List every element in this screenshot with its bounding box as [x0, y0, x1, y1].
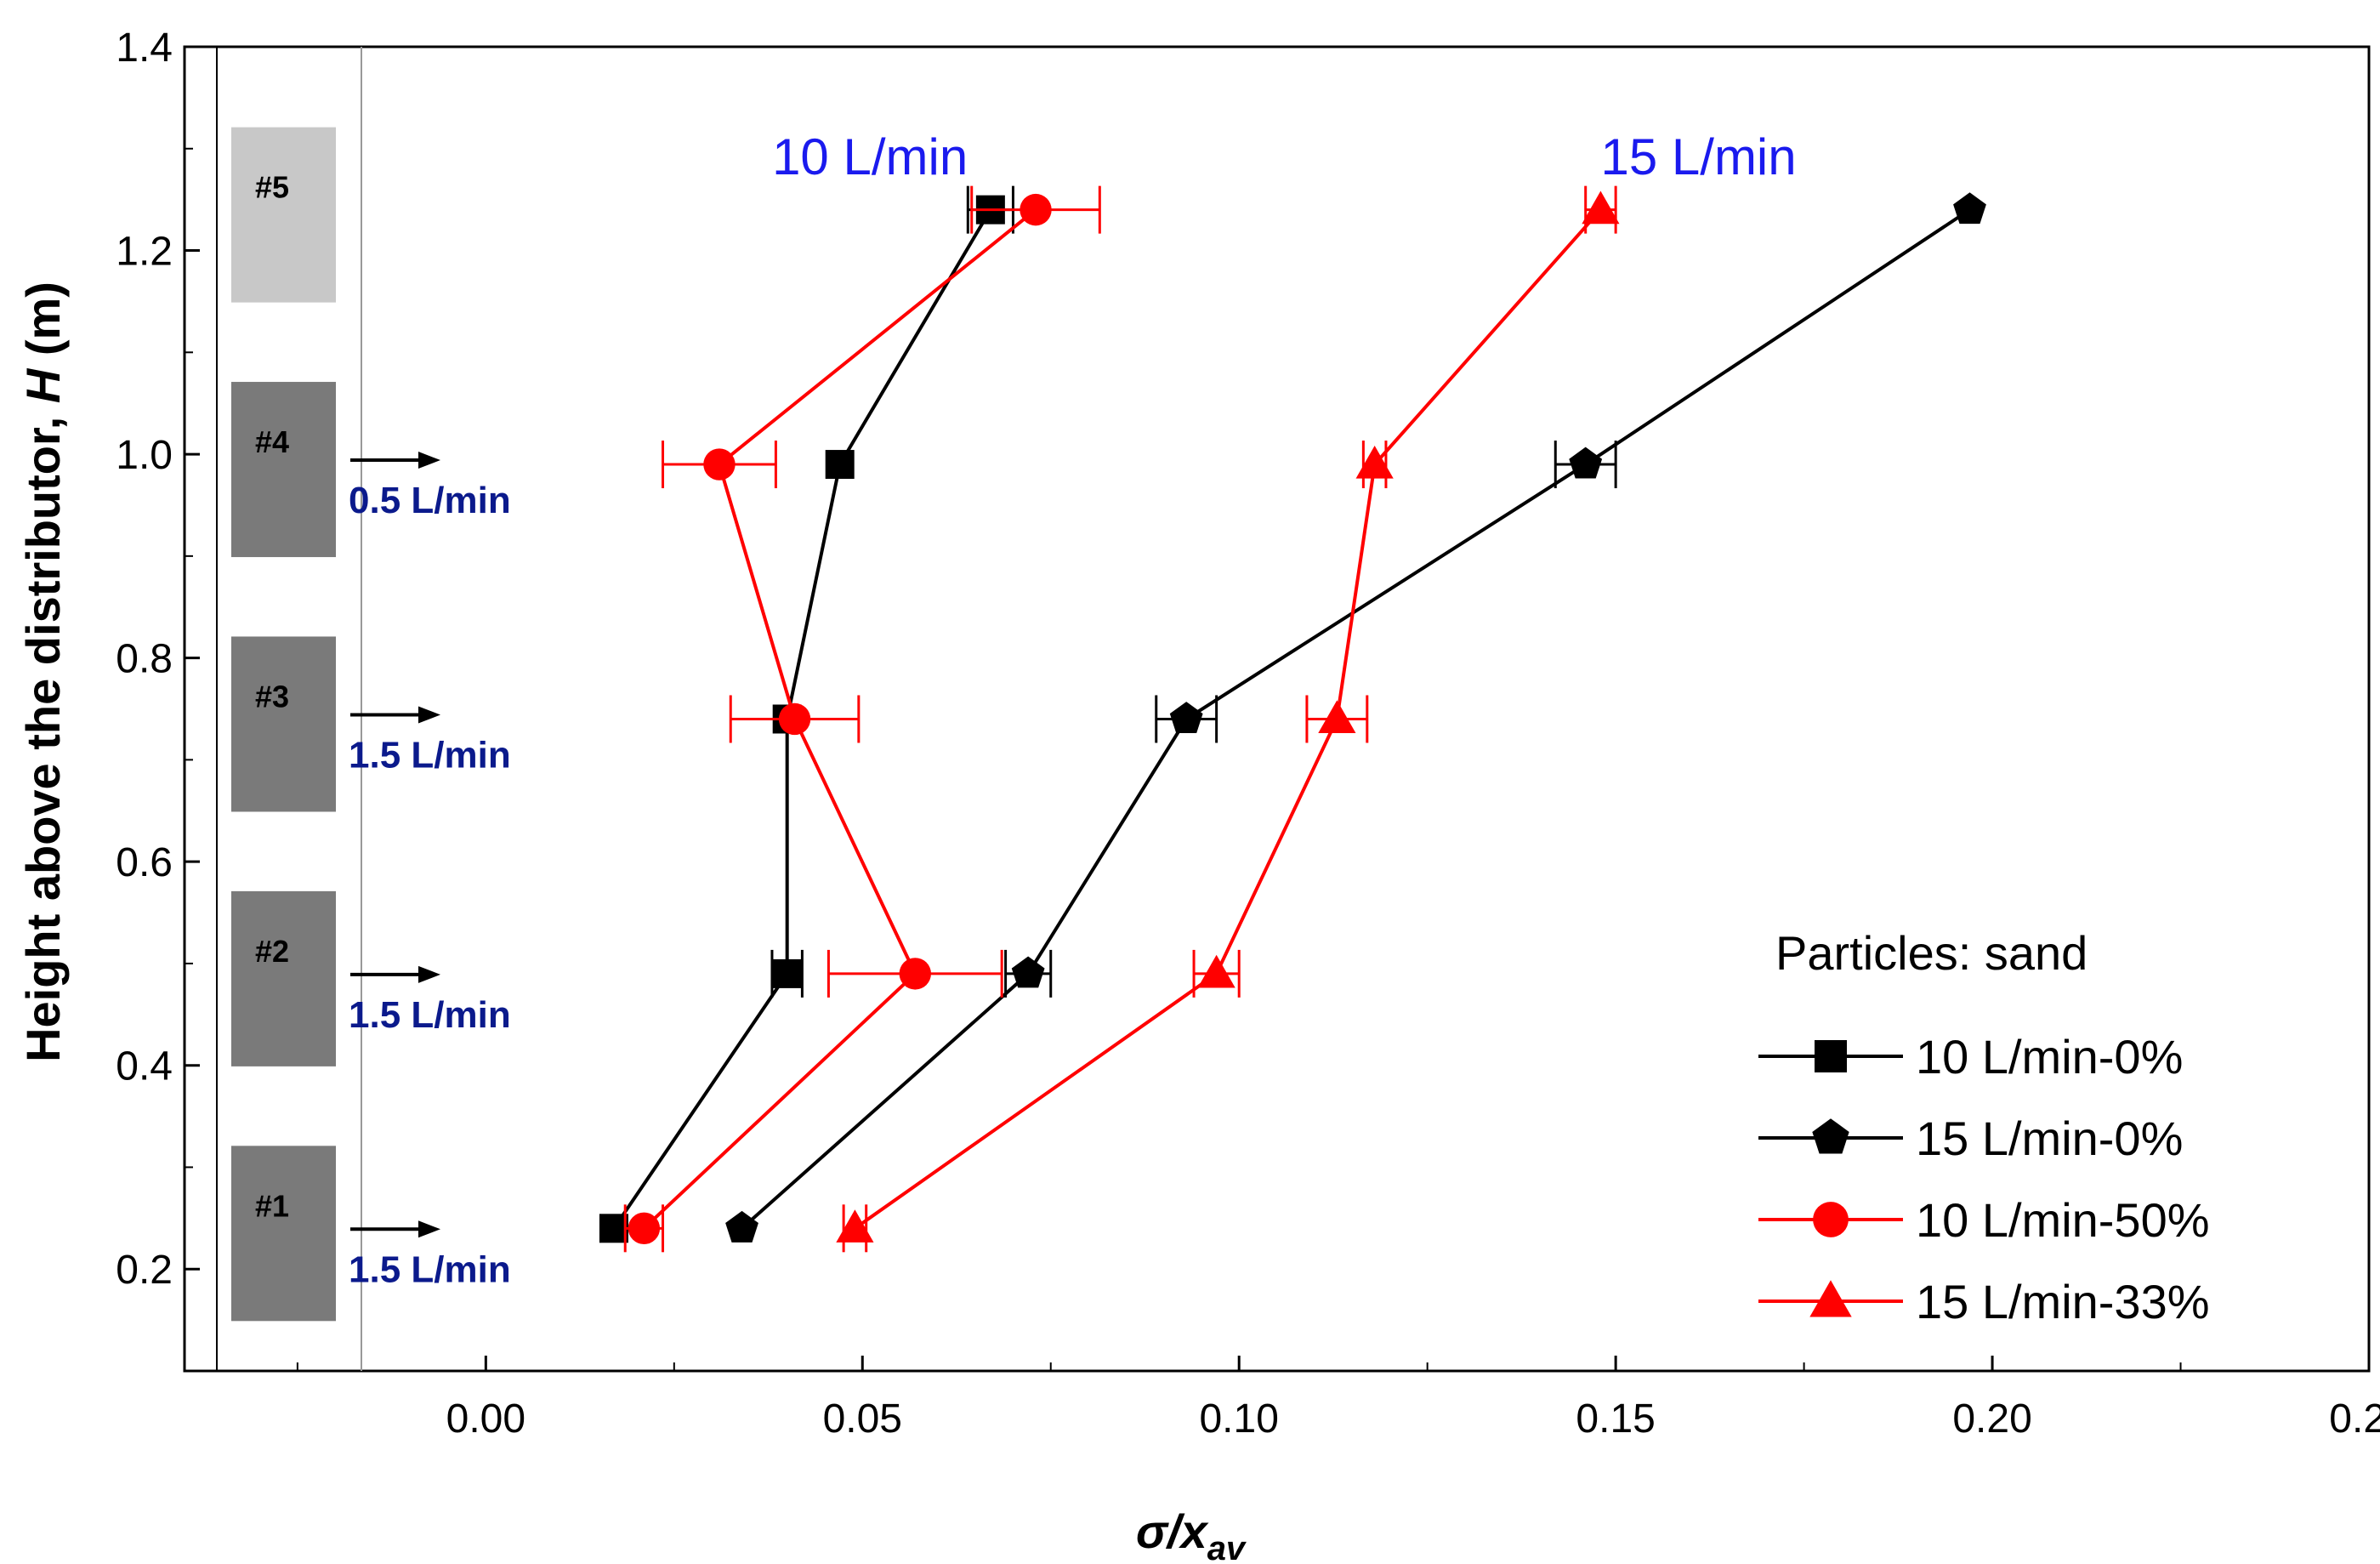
x-tick-label: 0.15 — [1576, 1396, 1655, 1442]
legend-label: 10 L/min-0% — [1916, 1030, 2183, 1083]
legend-label: 15 L/min-0% — [1916, 1112, 2183, 1165]
section-block — [231, 382, 336, 558]
series-line — [854, 208, 1602, 1230]
series-circle — [623, 185, 1101, 1253]
marker-circle — [1813, 1202, 1849, 1237]
legend-label: 15 L/min-33% — [1916, 1275, 2210, 1328]
section-block — [231, 127, 336, 303]
y-tick-label: 0.4 — [116, 1044, 173, 1089]
marker-circle — [628, 1212, 661, 1245]
section-label: #4 — [255, 424, 289, 459]
plot-border — [183, 45, 2371, 1373]
marker-pentagon — [1953, 192, 1986, 225]
y-tick-label: 1.4 — [116, 26, 173, 71]
data-series — [599, 185, 1986, 1253]
group-label: 10 L/min — [772, 128, 968, 185]
inlet-arrowhead — [418, 965, 440, 983]
section-label: #3 — [255, 679, 289, 714]
marker-circle — [899, 958, 931, 990]
marker-triangle — [1355, 445, 1394, 479]
y-tick-label: 0.6 — [116, 840, 173, 885]
legend-title: Particles: sand — [1775, 926, 2087, 980]
x-tick-label: 0.20 — [1952, 1396, 2031, 1442]
inlet-flow-label: 0.5 L/min — [349, 480, 511, 521]
section-label: #1 — [255, 1188, 289, 1223]
series-pentagon — [725, 192, 1986, 1243]
legend-entry: 15 L/min-33% — [1758, 1275, 2210, 1328]
column-sections: #5 #4 #3 #2 #1 0.5 L/min 1.5 L/min 1.5 L/min 1.5… — [216, 47, 511, 1371]
section-block — [231, 890, 336, 1066]
inlet-arrowhead — [418, 1220, 440, 1238]
inlet-arrowhead — [418, 452, 440, 469]
axis-ticks: 0.2 0.4 0.6 0.8 1.0 1.2 1.4 0.00 0.05 0.10 0.15 0.2… — [116, 26, 2380, 1442]
marker-square — [772, 958, 802, 988]
marker-pentagon — [1011, 956, 1045, 988]
marker-triangle — [1582, 191, 1620, 225]
marker-circle — [778, 702, 811, 736]
group-label: 15 L/min — [1601, 128, 1797, 185]
marker-pentagon — [1569, 446, 1603, 479]
marker-square — [599, 1214, 628, 1243]
section-block — [231, 1146, 336, 1322]
x-axis-title-sub: av — [1207, 1530, 1247, 1564]
marker-circle — [1020, 193, 1052, 226]
legend-entry: 10 L/min-0% — [1758, 1030, 2183, 1083]
x-tick-label: 0.10 — [1199, 1396, 1278, 1442]
x-tick-label: 0.00 — [446, 1396, 525, 1442]
legend-entry: 10 L/min-50% — [1758, 1193, 2210, 1247]
legend: Particles: sand 10 L/min-0% 15 L/min-0% 10 … — [1758, 926, 2210, 1328]
marker-triangle — [1197, 954, 1235, 988]
inlet-arrowhead — [418, 706, 440, 724]
y-tick-label: 0.2 — [116, 1248, 173, 1293]
marker-pentagon — [1169, 702, 1203, 733]
y-axis-title: Height above the distributor, H (m) — [16, 282, 70, 1062]
marker-triangle — [836, 1209, 874, 1243]
marker-pentagon — [725, 1210, 758, 1243]
section-label: #2 — [255, 934, 289, 969]
y-tick-label: 1.2 — [116, 230, 173, 275]
inlet-flow-label: 1.5 L/min — [349, 1248, 511, 1290]
inlet-flow-label: 1.5 L/min — [349, 994, 511, 1036]
inlet-flow-label: 1.5 L/min — [349, 734, 511, 776]
y-tick-label: 0.8 — [116, 637, 173, 682]
x-axis-title-main: σ/x — [1136, 1504, 1210, 1558]
marker-square — [1815, 1040, 1847, 1072]
marker-circle — [703, 448, 736, 481]
section-label: #5 — [255, 170, 289, 205]
x-axis-title: σ/xav — [1136, 1504, 1247, 1564]
x-tick-label: 0.25 — [2329, 1396, 2380, 1442]
marker-square — [825, 450, 855, 480]
legend-label: 10 L/min-50% — [1916, 1193, 2210, 1247]
y-tick-label: 1.0 — [116, 433, 173, 478]
marker-pentagon — [1812, 1118, 1849, 1154]
y-axis-title-unit: (m) — [16, 282, 70, 369]
x-tick-label: 0.05 — [823, 1396, 902, 1442]
legend-entry: 15 L/min-0% — [1758, 1112, 2183, 1165]
series-triangle — [836, 185, 1620, 1253]
annotations: 10 L/min 15 L/min — [772, 128, 1797, 185]
marker-triangle — [1809, 1280, 1852, 1317]
y-axis-title-main: Height above the distributor, — [16, 403, 70, 1062]
plot-frame — [183, 45, 2371, 1373]
section-block — [231, 636, 336, 812]
y-axis-title-var: H — [16, 367, 70, 403]
marker-triangle — [1318, 700, 1356, 734]
